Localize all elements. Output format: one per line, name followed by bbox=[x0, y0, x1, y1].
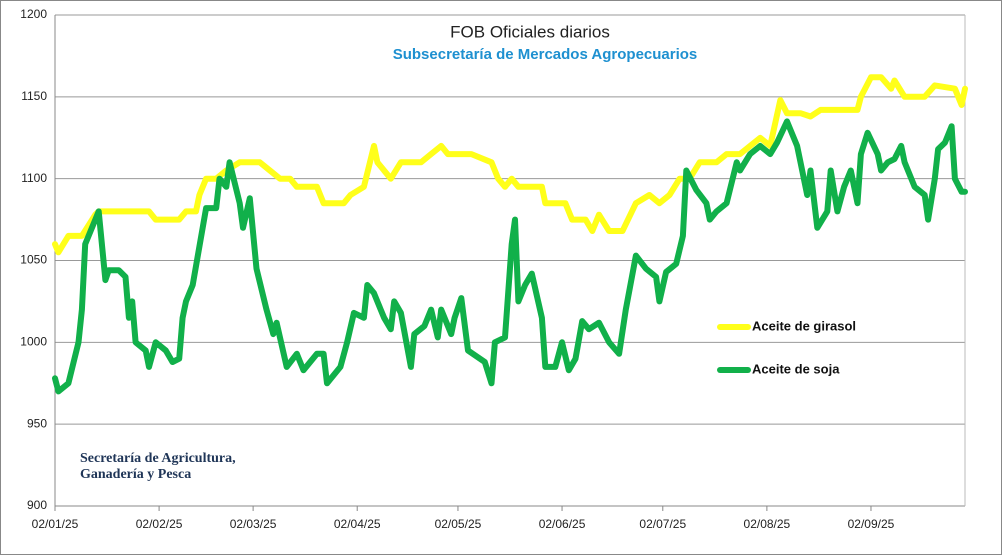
x-tick-label: 02/09/25 bbox=[848, 517, 895, 531]
x-tick-label: 02/03/25 bbox=[230, 517, 277, 531]
x-tick-label: 02/01/25 bbox=[32, 517, 79, 531]
y-tick-label: 950 bbox=[27, 416, 47, 430]
legend-label: Aceite de girasol bbox=[752, 318, 856, 333]
chart-subtitle: Subsecretaría de Mercados Agropecuarios bbox=[393, 46, 698, 63]
x-tick-label: 02/02/25 bbox=[136, 517, 183, 531]
series-line bbox=[52, 74, 968, 256]
legend-label: Aceite de soja bbox=[752, 361, 840, 376]
series-line bbox=[52, 118, 968, 395]
y-tick-label: 1000 bbox=[20, 335, 47, 349]
x-tick-label: 02/07/25 bbox=[639, 517, 686, 531]
y-tick-label: 1200 bbox=[20, 7, 47, 21]
y-tick-label: 1050 bbox=[20, 253, 47, 267]
x-tick-label: 02/08/25 bbox=[744, 517, 791, 531]
x-tick-label: 02/06/25 bbox=[539, 517, 586, 531]
y-tick-label: 1100 bbox=[21, 171, 47, 185]
annotation: Ganadería y Pesca bbox=[80, 467, 191, 482]
x-tick-label: 02/05/25 bbox=[435, 517, 482, 531]
y-tick-label: 1150 bbox=[21, 89, 47, 103]
chart-title: FOB Oficiales diarios bbox=[450, 22, 610, 41]
y-tick-label: 900 bbox=[27, 498, 47, 512]
x-tick-label: 02/04/25 bbox=[334, 517, 381, 531]
annotation: Secretaría de Agricultura, bbox=[80, 451, 236, 466]
